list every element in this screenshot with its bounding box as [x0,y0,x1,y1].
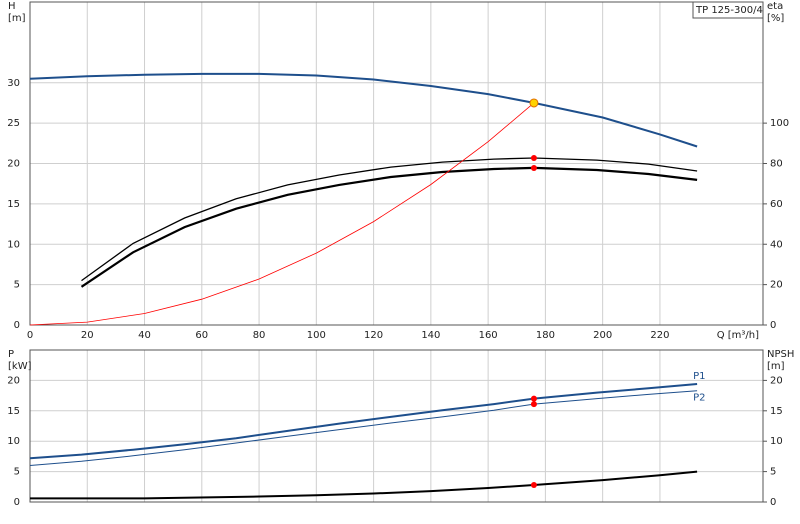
y2-tick-label: 5 [770,467,776,478]
x-tick-label: 180 [536,330,555,341]
y-tick-label: 5 [14,467,20,478]
x-tick-label: 160 [479,330,498,341]
x-tick-label: 220 [650,330,669,341]
y2-tick-label: 60 [770,199,783,210]
y-tick-label: 0 [14,320,20,331]
y-tick-label: 0 [14,497,20,508]
y-tick-label: 20 [7,159,20,170]
y-tick-label: 30 [7,78,20,89]
x-tick-label: 140 [421,330,440,341]
plot-frame [29,349,764,503]
x-tick-label: 20 [81,330,94,341]
y2-tick-label: 80 [770,159,783,170]
series-line [81,157,698,282]
y-axis-label: P [8,349,14,360]
series-label: P2 [693,393,705,404]
operating-point [530,164,537,171]
y2-tick-label: 100 [770,118,789,129]
operating-point [530,401,537,408]
y2-tick-label: 15 [770,406,783,417]
series-line [80,166,698,288]
series-line [30,470,698,500]
series-line [29,390,698,466]
y2-tick-label: 40 [770,239,783,250]
title-box [692,1,764,19]
x-tick-label: 80 [253,330,266,341]
y-axis-unit: [kW] [8,361,32,372]
y-tick-label: 25 [7,118,20,129]
y-axis-unit: [m] [8,13,26,24]
x-tick-label: 0 [27,330,33,341]
x-tick-label: 60 [195,330,208,341]
operating-point [529,98,539,108]
y-tick-label: 10 [7,239,20,250]
y2-tick-label: 20 [770,375,783,386]
x-tick-label: 200 [593,330,612,341]
y2-tick-label: 10 [770,436,783,447]
y2-axis-label: NPSH [767,349,794,360]
x-tick-label: 100 [307,330,326,341]
y2-tick-label: 0 [770,497,776,508]
operating-point [530,395,537,402]
y-tick-label: 15 [7,406,20,417]
y2-axis-unit: [%] [767,13,784,24]
series-line [29,102,535,326]
x-axis-label: Q [m³/h] [717,330,759,341]
y2-axis-label: eta [767,1,783,12]
y-tick-label: 10 [7,436,20,447]
x-tick-label: 40 [138,330,151,341]
series-line [29,383,698,460]
y-axis-label: H [8,1,16,12]
y-tick-label: 15 [7,199,20,210]
chart-title: TP 125-300/4 [695,5,763,16]
y2-axis-unit: [m] [767,361,785,372]
y2-tick-label: 0 [770,320,776,331]
operating-point [530,481,537,488]
series-line [29,72,698,148]
series-label: P1 [693,371,705,382]
y-tick-label: 20 [7,375,20,386]
y-tick-label: 5 [14,280,20,291]
x-tick-label: 120 [364,330,383,341]
operating-point [530,155,537,162]
y2-tick-label: 20 [770,280,783,291]
